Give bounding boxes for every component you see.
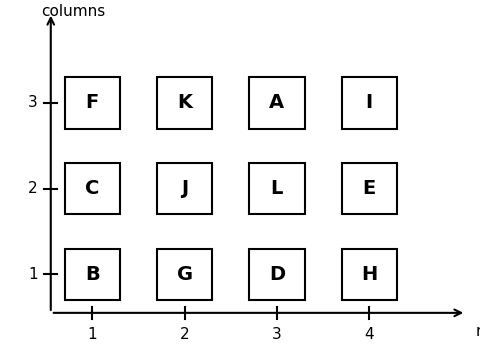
Text: 1: 1	[87, 327, 97, 342]
Text: 3: 3	[272, 327, 282, 342]
FancyBboxPatch shape	[65, 248, 120, 300]
Text: columns: columns	[42, 4, 106, 19]
FancyBboxPatch shape	[65, 163, 120, 214]
Text: A: A	[269, 93, 285, 112]
Text: J: J	[181, 179, 188, 198]
Text: rows: rows	[475, 324, 480, 339]
Text: H: H	[361, 265, 377, 284]
Text: 2: 2	[28, 181, 38, 196]
Text: G: G	[177, 265, 192, 284]
Text: 1: 1	[28, 267, 38, 282]
Text: 3: 3	[28, 95, 38, 111]
FancyBboxPatch shape	[342, 77, 397, 129]
FancyBboxPatch shape	[157, 248, 212, 300]
FancyBboxPatch shape	[157, 163, 212, 214]
FancyBboxPatch shape	[249, 77, 305, 129]
FancyBboxPatch shape	[249, 163, 305, 214]
Text: 2: 2	[180, 327, 190, 342]
FancyBboxPatch shape	[157, 77, 212, 129]
Text: D: D	[269, 265, 285, 284]
FancyBboxPatch shape	[249, 248, 305, 300]
Text: K: K	[177, 93, 192, 112]
FancyBboxPatch shape	[342, 248, 397, 300]
Text: C: C	[85, 179, 99, 198]
Text: L: L	[271, 179, 283, 198]
Text: B: B	[85, 265, 100, 284]
Text: I: I	[366, 93, 373, 112]
Text: E: E	[362, 179, 376, 198]
FancyBboxPatch shape	[342, 163, 397, 214]
Text: F: F	[86, 93, 99, 112]
Text: 4: 4	[364, 327, 374, 342]
FancyBboxPatch shape	[65, 77, 120, 129]
